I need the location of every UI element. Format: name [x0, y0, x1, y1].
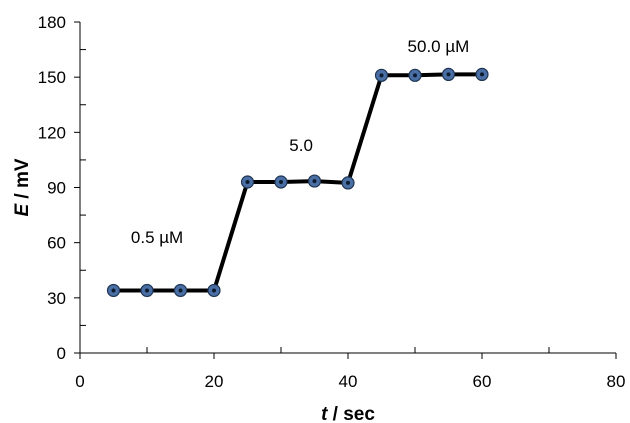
data-point-center — [413, 73, 417, 78]
data-point-center — [480, 72, 484, 77]
y-tick-label: 90 — [47, 179, 66, 198]
x-axis-title: t / sec — [321, 404, 375, 423]
data-points — [106, 67, 489, 298]
series-line — [111, 72, 484, 293]
x-tick-label: 40 — [339, 372, 358, 391]
data-point-center — [245, 179, 250, 184]
annotation-label: 50.0 µM — [408, 37, 470, 56]
x-tick-label: 0 — [75, 372, 84, 391]
x-axis-variable: t — [321, 404, 328, 423]
data-point-center — [312, 179, 317, 184]
data-point-center — [379, 73, 384, 78]
y-tick-label: 60 — [47, 234, 66, 253]
tick-marks — [74, 21, 617, 359]
y-axis-title: E / mV — [12, 158, 33, 216]
data-point-center — [178, 288, 183, 293]
data-point-center — [279, 179, 283, 184]
y-axis-unit: / mV — [12, 158, 33, 204]
x-tick-label: 20 — [205, 372, 224, 391]
annotation-label: 5.0 — [289, 136, 313, 155]
x-axis-unit: / sec — [327, 404, 375, 423]
tick-labels: 0 20 40 60 80 0 30 60 90 120 150 180 — [38, 13, 626, 391]
y-tick-label: 30 — [47, 289, 66, 308]
y-axis-variable: E — [12, 203, 33, 217]
x-tick-label: 80 — [607, 372, 626, 391]
data-point-center — [212, 288, 216, 293]
data-point-center — [145, 288, 149, 293]
y-tick-label: 150 — [38, 68, 66, 87]
data-point-center — [446, 72, 451, 77]
data-point-center — [111, 288, 116, 293]
y-tick-label: 0 — [57, 344, 66, 363]
data-point-center — [346, 180, 350, 185]
y-tick-label: 120 — [38, 123, 66, 142]
y-tick-label: 180 — [38, 13, 66, 32]
annotations: 0.5 µM 5.0 50.0 µM — [131, 37, 469, 247]
x-tick-label: 60 — [473, 372, 492, 391]
annotation-label: 0.5 µM — [131, 228, 183, 247]
